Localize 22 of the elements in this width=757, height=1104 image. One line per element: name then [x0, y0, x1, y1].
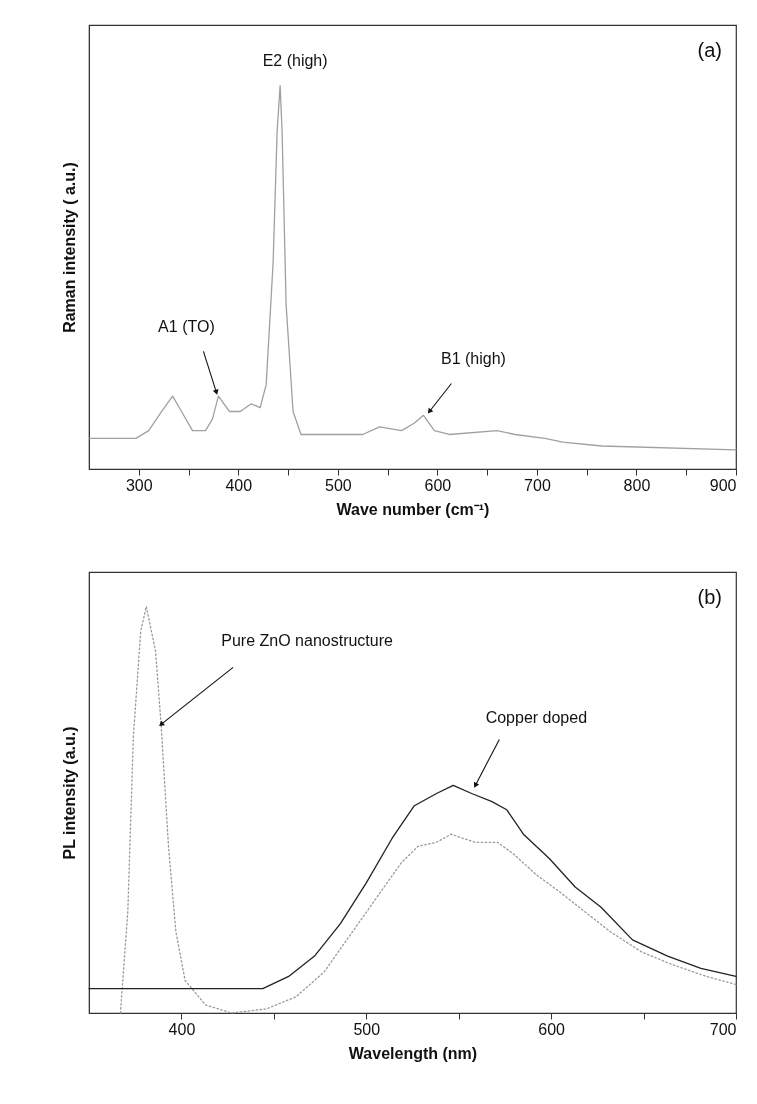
x-axis-title: Wave number (cm⁻¹): [336, 500, 490, 518]
y-axis-title: PL intensity (a.u.): [60, 726, 78, 860]
x-tick-label: 800: [623, 476, 651, 494]
x-tick-label: 700: [709, 1020, 737, 1038]
x-tick-label: 500: [353, 1020, 381, 1038]
x-tick-label: 500: [324, 476, 352, 494]
x-tick-label: 600: [424, 476, 452, 494]
x-axis-title: Wavelength (nm): [348, 1044, 478, 1062]
x-tick-label: 300: [125, 476, 153, 494]
x-tick-label: 600: [538, 1020, 566, 1038]
x-tick-label: 900: [709, 476, 737, 494]
annotation: A1 (TO): [158, 318, 215, 336]
x-tick-label: 700: [524, 476, 551, 494]
annotation: Copper doped: [485, 709, 588, 727]
x-tick-label: 400: [168, 1020, 196, 1038]
annotation: Pure ZnO nanostructure: [221, 632, 394, 650]
annotation: E2 (high): [262, 51, 328, 69]
x-tick-label: 400: [225, 476, 253, 494]
annotation: B1 (high): [440, 350, 506, 368]
text: (a): [697, 39, 722, 61]
annotation: (b): [697, 586, 722, 608]
y-axis-title: Raman intensity ( a.u.): [60, 162, 78, 333]
